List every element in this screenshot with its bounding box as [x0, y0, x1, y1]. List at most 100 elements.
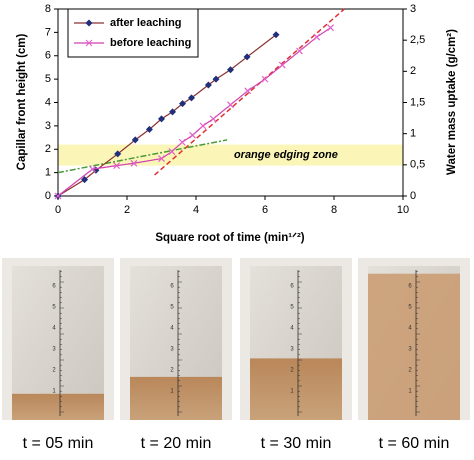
marker: [113, 162, 121, 170]
ruler-label: 5: [408, 305, 412, 311]
photo: 1 2 3 4 5 6: [358, 258, 470, 420]
photo: 1 2 3 4 5 6: [2, 258, 114, 420]
y-axis-label: Capillar front height (cm): [16, 33, 28, 170]
marker: [188, 94, 196, 102]
y2-tick-label: 0: [410, 190, 416, 202]
y-tick-label: 7: [45, 26, 51, 38]
ruler-label: 3: [170, 347, 174, 353]
ruler-label: 6: [290, 284, 294, 290]
marker: [244, 87, 252, 95]
marker: [158, 115, 165, 123]
ruler-label: 1: [52, 389, 56, 395]
ruler-label: 5: [290, 305, 294, 311]
marker: [227, 66, 234, 74]
y-tick-label: 8: [45, 3, 51, 15]
y-tick-label: 6: [45, 50, 51, 62]
y2-tick-label: 1: [410, 128, 416, 140]
trend-line: [154, 8, 345, 176]
marker: [189, 131, 196, 139]
y2-axis-label: Water mass uptake (g/cm²): [446, 29, 458, 175]
x-tick-label: 2: [124, 204, 130, 216]
x-tick-label: 8: [331, 204, 337, 216]
marker: [209, 115, 217, 123]
x-tick-label: 6: [262, 204, 268, 216]
ruler-label: 4: [170, 326, 174, 332]
marker: [145, 125, 153, 133]
y-tick-label: 4: [45, 96, 51, 108]
marker: [199, 122, 207, 130]
ruler-label: 4: [408, 326, 412, 332]
marker: [261, 75, 269, 83]
ruler-label: 5: [52, 305, 56, 311]
ruler-label: 6: [52, 284, 56, 290]
marker: [243, 53, 251, 61]
marker: [296, 47, 303, 55]
marker: [313, 33, 321, 41]
legend-label: after leaching: [110, 17, 182, 29]
marker: [179, 100, 187, 108]
photo-caption: t = 60 min: [379, 435, 450, 452]
y-tick-label: 5: [45, 73, 51, 85]
x-axis-label: Square root of time (min¹ᐟ²): [155, 232, 304, 244]
marker: [272, 31, 280, 39]
marker: [158, 155, 165, 163]
band: [58, 144, 403, 166]
marker: [168, 148, 176, 156]
band-label: orange edging zone: [234, 149, 338, 161]
ruler-label: 4: [52, 326, 56, 332]
marker: [178, 138, 186, 146]
ruler-label: 2: [52, 368, 56, 374]
legend-label: before leaching: [110, 37, 191, 49]
ruler-label: 5: [170, 305, 174, 311]
y-tick-label: 1: [45, 167, 51, 179]
legend-marker: [85, 39, 93, 47]
ruler-label: 4: [290, 326, 294, 332]
marker: [81, 176, 89, 184]
photo: 1 2 3 4 5 6: [240, 258, 352, 420]
ruler-label: 6: [408, 284, 412, 290]
ruler-label: 1: [408, 389, 412, 395]
marker: [54, 192, 62, 200]
y-tick-label: 3: [45, 120, 51, 132]
rust-zone: [250, 358, 342, 420]
y2-tick-label: 1,5: [410, 96, 425, 108]
marker: [169, 108, 177, 116]
ruler-label: 3: [52, 347, 56, 353]
marker: [89, 165, 96, 173]
x-tick-label: 10: [397, 204, 409, 216]
ruler-label: 2: [408, 368, 412, 374]
ruler-label: 6: [170, 284, 174, 290]
y-tick-label: 0: [45, 190, 51, 202]
photo-caption: t = 05 min: [23, 435, 94, 452]
y2-tick-label: 3: [410, 3, 416, 15]
trend-line: [57, 139, 228, 174]
x-tick-label: 4: [193, 204, 199, 216]
y2-tick-label: 2,5: [410, 34, 425, 46]
marker: [227, 101, 234, 109]
ruler-label: 2: [290, 368, 294, 374]
ruler-label: 2: [170, 368, 174, 374]
ruler-label: 1: [170, 389, 174, 395]
marker: [130, 159, 138, 167]
ruler-label: 3: [408, 347, 412, 353]
marker: [131, 136, 139, 144]
rust-zone: [12, 393, 104, 420]
marker: [327, 24, 334, 32]
y2-tick-label: 0,5: [410, 159, 425, 171]
ruler-label: 1: [290, 389, 294, 395]
ruler-label: 3: [290, 347, 294, 353]
marker: [278, 61, 286, 69]
y-tick-label: 2: [45, 143, 51, 155]
rust-zone: [130, 376, 222, 420]
photo-caption: t = 30 min: [261, 435, 332, 452]
legend-marker: [85, 19, 93, 27]
y2-tick-label: 2: [410, 65, 416, 77]
photo: 1 2 3 4 5 6: [120, 258, 232, 420]
marker: [114, 150, 122, 158]
rust-zone: [368, 273, 460, 420]
x-tick-label: 0: [55, 204, 61, 216]
series-line: [57, 34, 277, 197]
marker: [212, 75, 220, 83]
marker: [204, 81, 212, 89]
